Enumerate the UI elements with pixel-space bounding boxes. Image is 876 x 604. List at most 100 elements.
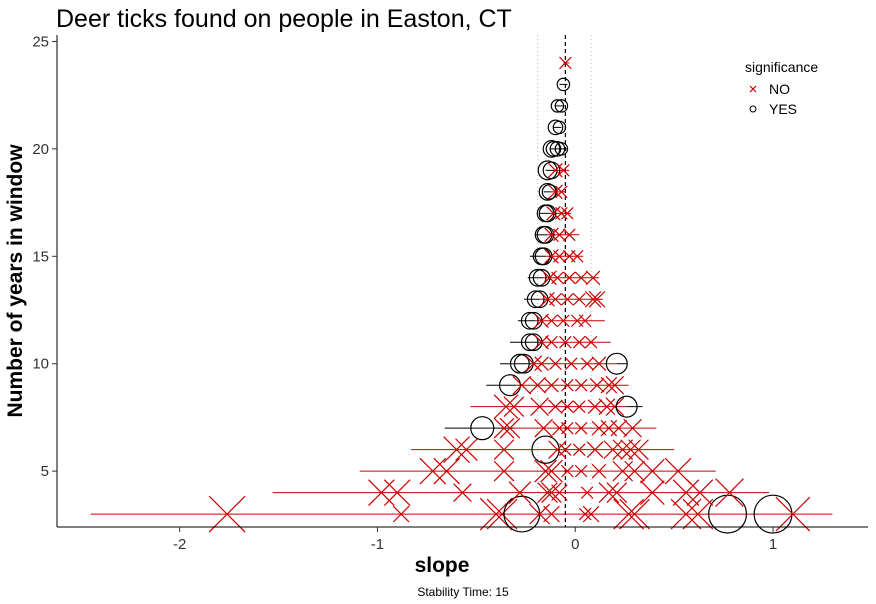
legend-entry-yes: YES xyxy=(749,101,797,117)
point-no-42 xyxy=(443,436,470,463)
point-yes-149 xyxy=(554,142,569,156)
point-no-6 xyxy=(543,505,560,523)
point-no-30 xyxy=(419,457,447,485)
point-no-51 xyxy=(612,439,634,460)
x-tick-label-3: 1 xyxy=(769,536,777,553)
point-no-136 xyxy=(555,207,568,220)
point-no-60 xyxy=(574,421,588,435)
point-no-137 xyxy=(561,207,574,220)
point-yes-14 xyxy=(753,494,793,534)
point-no-80 xyxy=(574,378,588,392)
point-no-90 xyxy=(580,357,594,371)
point-no-67 xyxy=(530,397,549,417)
point-yes-150 xyxy=(547,119,564,136)
point-no-28 xyxy=(686,479,714,506)
legend-cross-icon xyxy=(749,85,757,93)
point-no-114 xyxy=(588,290,606,308)
point-no-5 xyxy=(529,503,550,525)
point-no-11 xyxy=(670,498,702,530)
point-no-1 xyxy=(392,505,410,523)
point-no-37 xyxy=(591,463,607,479)
point-no-8 xyxy=(582,505,600,523)
point-no-127 xyxy=(570,249,584,263)
point-no-106 xyxy=(578,314,592,328)
point-no-111 xyxy=(561,292,574,306)
point-no-65 xyxy=(493,394,519,420)
point-no-64 xyxy=(623,418,642,438)
point-no-19 xyxy=(508,481,532,504)
point-yes-153 xyxy=(554,99,569,113)
point-no-20 xyxy=(537,482,558,503)
x-tick-label-2: 0 xyxy=(571,536,579,553)
legend-label-yes: YES xyxy=(769,101,797,117)
point-no-91 xyxy=(591,356,607,372)
point-yes-93 xyxy=(520,333,539,352)
point-no-103 xyxy=(545,314,558,328)
point-no-55 xyxy=(493,417,515,439)
point-no-50 xyxy=(603,440,623,459)
point-no-35 xyxy=(561,464,574,478)
point-yes-154 xyxy=(556,77,571,92)
point-no-77 xyxy=(529,376,546,394)
point-no-47 xyxy=(559,443,572,456)
point-no-76 xyxy=(512,375,532,395)
point-no-71 xyxy=(587,399,603,414)
point-no-132 xyxy=(563,228,576,242)
point-no-69 xyxy=(561,400,574,413)
point-no-29 xyxy=(715,478,744,507)
point-yes-146 xyxy=(542,139,561,158)
point-no-97 xyxy=(559,335,572,349)
point-no-79 xyxy=(561,378,574,392)
point-no-145 xyxy=(557,164,570,177)
point-no-40 xyxy=(640,458,665,484)
point-no-98 xyxy=(572,335,586,349)
point-no-24 xyxy=(598,482,620,503)
point-no-17 xyxy=(383,479,411,506)
point-no-99 xyxy=(584,335,598,349)
point-no-141 xyxy=(555,185,568,199)
point-no-89 xyxy=(564,357,578,371)
point-no-3 xyxy=(486,498,518,530)
point-no-27 xyxy=(672,479,700,506)
point-yes-142 xyxy=(537,160,558,181)
point-yes-147 xyxy=(545,141,562,157)
point-no-38 xyxy=(612,460,634,482)
point-yes-151 xyxy=(552,120,567,135)
point-no-82 xyxy=(600,376,618,394)
point-yes-152 xyxy=(550,99,565,113)
point-no-121 xyxy=(585,270,601,286)
point-no-10 xyxy=(619,498,650,530)
point-no-52 xyxy=(620,439,641,460)
point-yes-75 xyxy=(498,374,521,397)
point-no-125 xyxy=(553,249,566,263)
point-yes-84 xyxy=(509,353,530,374)
point-no-140 xyxy=(548,184,563,200)
legend-circle-icon xyxy=(749,105,757,113)
point-no-155 xyxy=(559,56,572,70)
point-no-86 xyxy=(525,355,543,373)
point-no-57 xyxy=(534,418,553,438)
caption: Stability Time: 15 xyxy=(417,585,509,599)
point-yes-148 xyxy=(549,141,566,157)
point-no-73 xyxy=(605,397,625,417)
x-tick-label-1: -1 xyxy=(371,536,384,553)
point-no-110 xyxy=(549,292,562,306)
y-axis-title: Number of years in window xyxy=(4,144,27,418)
point-yes-143 xyxy=(542,161,561,180)
point-no-117 xyxy=(542,270,557,286)
point-no-81 xyxy=(589,377,605,393)
chart-title: Deer ticks found on people in Easton, CT xyxy=(56,5,512,33)
point-no-25 xyxy=(606,482,628,503)
point-no-72 xyxy=(598,398,616,415)
point-no-44 xyxy=(493,439,515,460)
point-no-78 xyxy=(544,377,559,393)
point-no-109 xyxy=(540,291,555,307)
point-yes-54 xyxy=(470,416,495,441)
point-no-66 xyxy=(503,396,525,418)
point-no-104 xyxy=(557,314,570,328)
point-no-21 xyxy=(541,482,562,503)
point-no-49 xyxy=(586,441,604,458)
point-no-70 xyxy=(572,400,586,413)
point-no-118 xyxy=(551,271,564,285)
